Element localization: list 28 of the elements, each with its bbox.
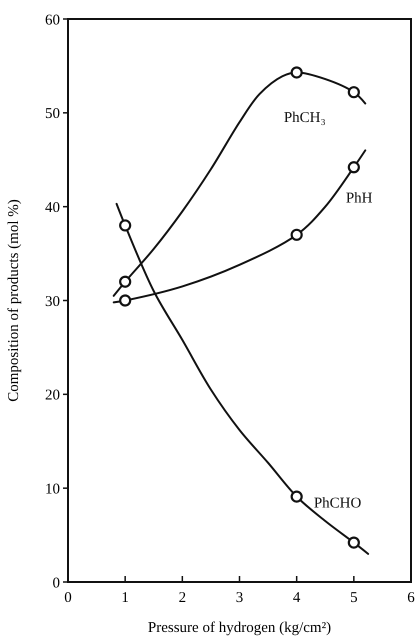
y-tick-label: 50: [45, 106, 60, 122]
point: [119, 276, 132, 288]
y-tick-label: 30: [45, 294, 60, 310]
y-tick-label: 10: [45, 481, 60, 498]
x-tick-label: 5: [350, 590, 358, 606]
x-tick-label: 6: [407, 590, 416, 606]
point: [348, 86, 360, 98]
x-tick-label: 1: [121, 590, 129, 606]
point: [290, 228, 303, 241]
point: [119, 219, 132, 232]
point: [290, 66, 303, 79]
series-label: PhH: [346, 190, 373, 206]
point: [290, 490, 303, 503]
y-tick-label: 60: [45, 12, 60, 28]
series-label: PhCHO: [314, 496, 362, 512]
y-axis-title: Composition of products (mol %): [6, 199, 22, 402]
point: [119, 294, 132, 307]
point: [348, 536, 360, 549]
x-tick-label: 0: [64, 590, 72, 606]
point: [348, 161, 360, 174]
series-label: PhCH₃: [284, 110, 326, 126]
x-axis-title: Pressure of hydrogen (kg/cm²): [148, 620, 332, 636]
x-tick-label: 4: [292, 590, 301, 606]
x-tick-label: 2: [178, 590, 186, 606]
y-tick-label: 0: [52, 575, 60, 592]
y-tick-label: 20: [45, 388, 60, 404]
x-tick-label: 3: [236, 590, 244, 606]
y-tick-label: 40: [45, 200, 60, 216]
